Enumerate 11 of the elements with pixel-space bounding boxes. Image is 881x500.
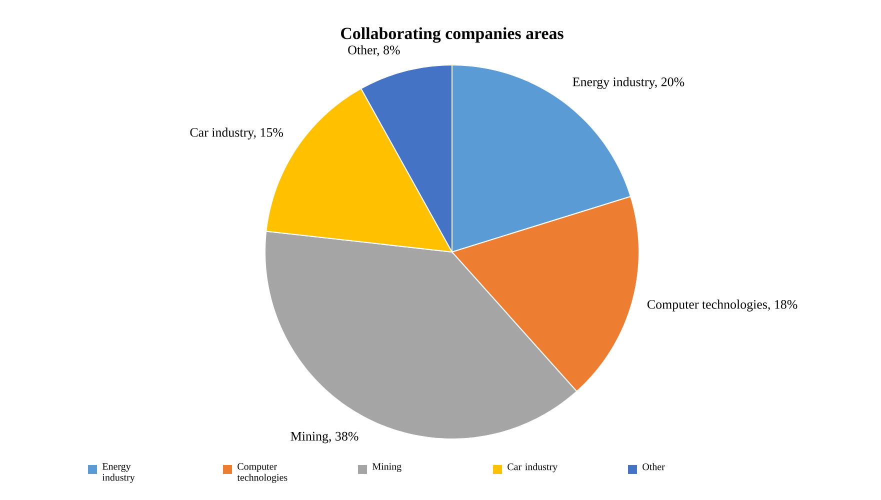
legend-label: Mining <box>372 463 402 472</box>
data-label: Mining, 38% <box>290 432 358 444</box>
legend-label: Energy industry <box>102 463 135 483</box>
legend-label: Other <box>642 463 665 470</box>
data-label: Energy industry, 20% <box>572 77 684 89</box>
chart-title: Collaborating companies areas <box>341 27 564 43</box>
data-label: Other, 8% <box>348 45 400 56</box>
data-label: Computer technologies, 18% <box>647 300 798 312</box>
legend-label: Car industry <box>508 463 558 472</box>
data-label: Car industry, 15% <box>190 128 284 140</box>
legend-label: Computer technologies <box>237 463 288 483</box>
